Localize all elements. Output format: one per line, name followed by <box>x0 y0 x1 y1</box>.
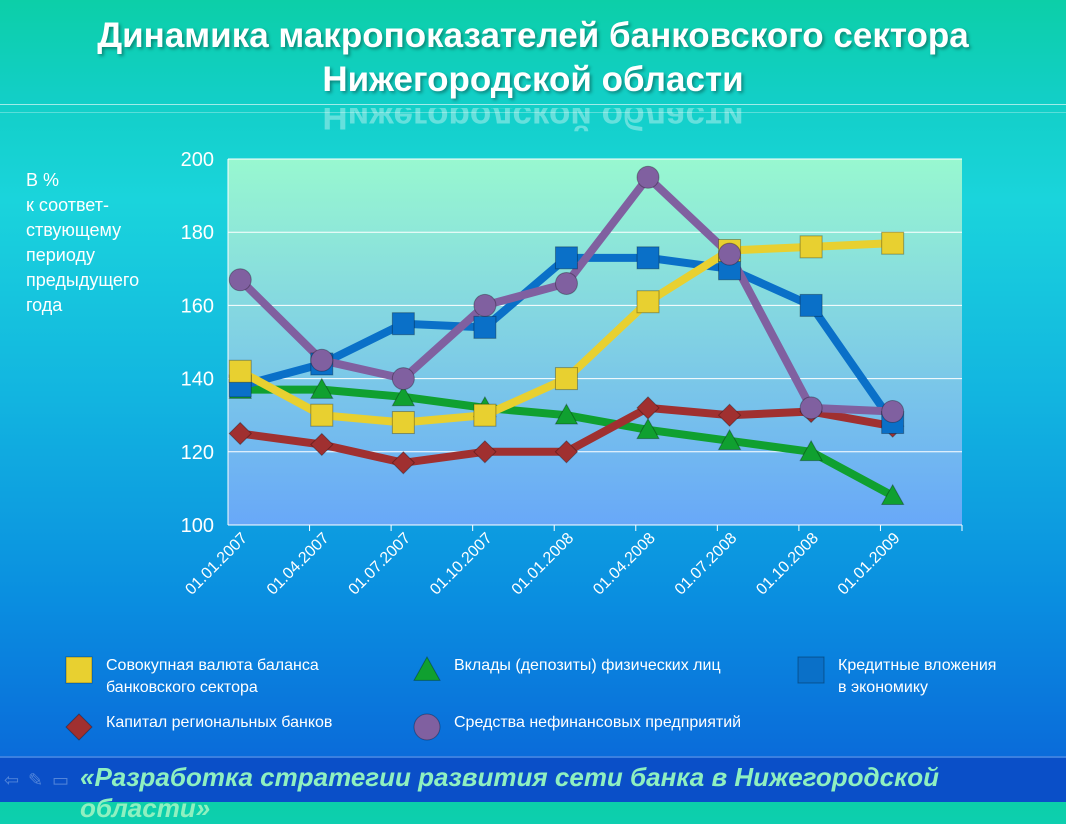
x-tick-label: 01.07.2008 <box>672 530 741 599</box>
divider <box>0 104 1066 105</box>
legend-marker-square-icon <box>65 656 93 684</box>
data-point <box>310 432 334 457</box>
legend-label: Вклады (депозиты) физических лиц <box>454 657 721 674</box>
data-point <box>554 440 579 464</box>
y-tick-label: 160 <box>181 295 214 317</box>
legend-marker-circle-icon <box>413 713 441 741</box>
data-point <box>473 440 497 464</box>
legend-item: Капитал региональных банков <box>64 712 332 742</box>
legend-marker-square-icon <box>797 656 825 684</box>
data-point <box>880 483 905 506</box>
pen-icon[interactable]: ✎ <box>28 770 44 790</box>
y-tick-label: 120 <box>181 442 214 464</box>
x-tick-label: 01.07.2007 <box>346 530 415 599</box>
legend-marker <box>65 656 93 684</box>
data-point <box>391 312 415 336</box>
data-point <box>554 367 578 391</box>
data-point <box>636 290 660 314</box>
footer-text: «Разработка стратегии развития сети банк… <box>80 762 940 823</box>
y-tick-label: 200 <box>181 149 214 171</box>
data-point <box>309 377 334 399</box>
legend-label: Совокупная валюта баланса банковского се… <box>106 657 319 696</box>
title-line-2: Нижегородской области <box>322 60 744 99</box>
data-point <box>228 268 252 292</box>
data-point <box>554 271 578 295</box>
legend-label: Капитал региональных банков <box>106 714 333 731</box>
page-title: Динамика макропоказателей банковского се… <box>0 14 1066 102</box>
legend-label: Кредитные вложения в экономику <box>838 657 997 696</box>
x-tick-label: 01.04.2007 <box>264 530 333 599</box>
data-point <box>391 384 416 407</box>
y-tick-label: 100 <box>181 515 214 537</box>
data-point <box>554 246 578 270</box>
data-point <box>473 403 497 427</box>
x-tick-label: 01.04.2008 <box>590 530 659 599</box>
data-point <box>717 403 742 427</box>
data-point <box>310 348 334 372</box>
data-point <box>310 403 334 427</box>
back-arrow-icon[interactable]: ⇦ <box>4 770 20 790</box>
data-point <box>799 439 823 462</box>
legend-marker-triangle-icon <box>413 655 441 681</box>
y-tick-label: 180 <box>181 222 214 244</box>
data-point <box>636 417 660 440</box>
data-point <box>636 165 660 189</box>
data-point <box>717 428 742 451</box>
legend-marker <box>413 713 441 741</box>
legend-marker <box>413 655 441 681</box>
menu-icon[interactable]: ▭ <box>52 770 70 790</box>
y-tick-label: 140 <box>181 369 214 391</box>
footer-bar <box>0 756 1066 802</box>
data-point <box>391 367 415 391</box>
data-point <box>554 403 579 425</box>
data-point <box>881 400 905 424</box>
x-tick-label: 01.01.2008 <box>509 530 578 599</box>
data-point <box>391 411 415 435</box>
legend-label: Средства нефинансовых предприятий <box>454 714 742 731</box>
legend-item: Кредитные вложения в экономику <box>796 655 996 699</box>
legend-marker <box>797 656 825 684</box>
data-point <box>391 451 416 475</box>
data-point <box>799 293 823 317</box>
legend-item: Вклады (депозиты) физических лиц <box>412 655 721 685</box>
x-tick-label: 01.01.2007 <box>182 530 251 599</box>
data-point <box>799 235 823 259</box>
data-point <box>636 396 660 420</box>
data-point <box>228 421 252 446</box>
data-point <box>473 293 497 317</box>
data-point <box>228 359 252 383</box>
data-point <box>718 242 742 266</box>
x-tick-label: 01.10.2007 <box>427 530 496 599</box>
legend-item: Совокупная валюта баланса банковского се… <box>64 655 319 699</box>
divider <box>0 112 1066 113</box>
x-tick-label: 01.10.2008 <box>753 530 822 599</box>
data-point <box>799 396 823 420</box>
legend-marker-diamond-icon <box>65 713 93 741</box>
legend-marker <box>65 713 93 741</box>
data-point <box>636 246 660 270</box>
legend-item: Средства нефинансовых предприятий <box>412 712 741 742</box>
title-line-1: Динамика макропоказателей банковского се… <box>97 16 969 55</box>
data-point <box>881 231 905 255</box>
data-point <box>473 315 497 339</box>
x-tick-label: 01.01.2009 <box>835 530 904 599</box>
y-axis-label: В % к соответ- ствующему периоду предыду… <box>26 170 140 315</box>
